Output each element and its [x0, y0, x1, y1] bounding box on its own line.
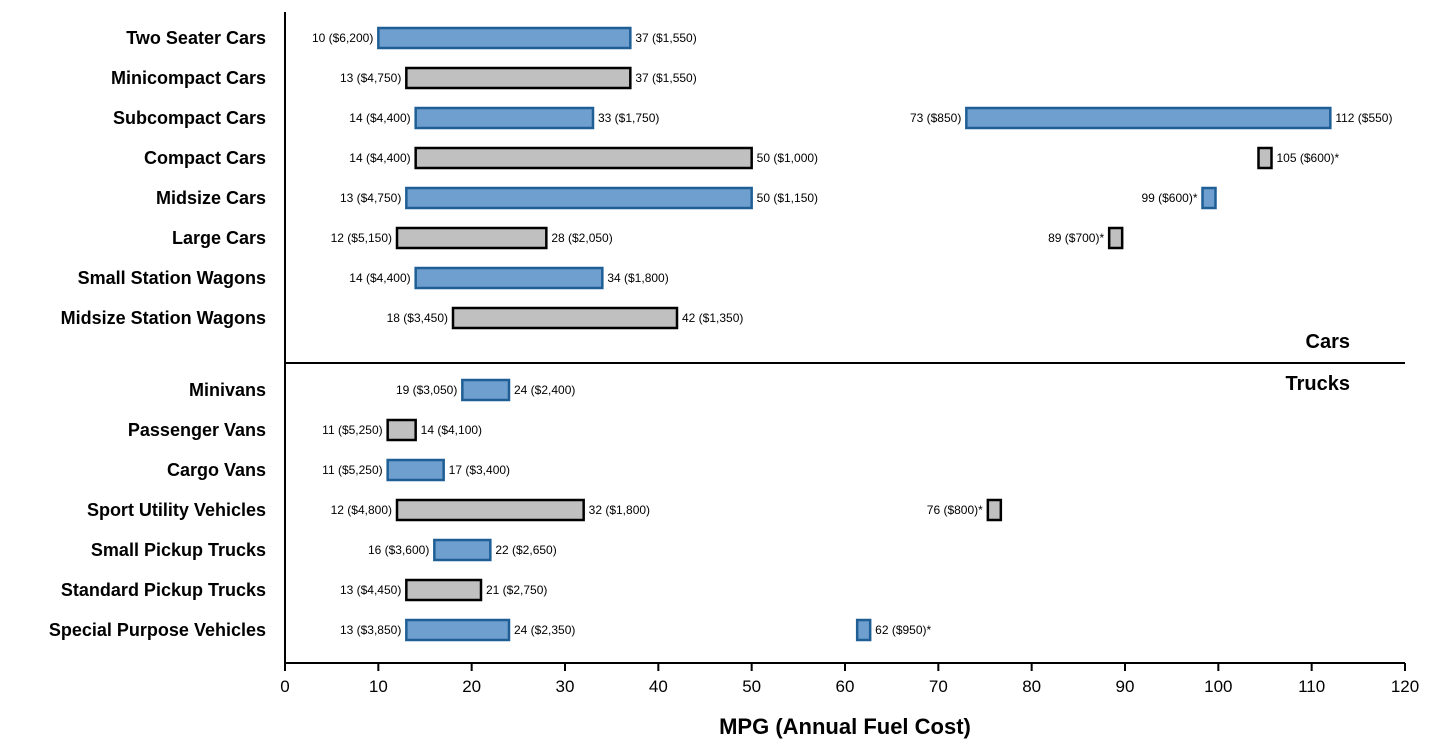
range-bar — [386, 458, 445, 482]
x-tick-label: 60 — [836, 677, 855, 696]
x-tick-label: 10 — [369, 677, 388, 696]
max-value-label: 17 ($3,400) — [449, 463, 510, 477]
category-label: Large Cars — [172, 228, 266, 248]
category-label: Minicompact Cars — [111, 68, 266, 88]
category-label: Small Station Wagons — [78, 268, 266, 288]
max-value-label: 32 ($1,800) — [589, 503, 650, 517]
range-bar — [405, 186, 753, 210]
max-value-label: 22 ($2,650) — [495, 543, 556, 557]
min-value-label: 12 ($4,800) — [331, 503, 392, 517]
range-bar — [965, 106, 1332, 130]
x-axis-title: MPG (Annual Fuel Cost) — [719, 714, 971, 739]
x-tick-label: 40 — [649, 677, 668, 696]
range-bar — [451, 306, 679, 330]
category-label: Small Pickup Trucks — [91, 540, 266, 560]
x-tick-label: 120 — [1391, 677, 1419, 696]
category-label: Standard Pickup Trucks — [61, 580, 266, 600]
min-value-label: 13 ($4,750) — [340, 71, 401, 85]
range-marker — [1201, 186, 1217, 210]
max-value-label: 37 ($1,550) — [635, 31, 696, 45]
range-bar — [405, 66, 632, 90]
category-label: Compact Cars — [144, 148, 266, 168]
category-label: Special Purpose Vehicles — [49, 620, 266, 640]
range-bar — [405, 578, 483, 602]
axes: 0 10 20 30 40 50 60 70 80 90 100 110 120 — [280, 12, 1419, 696]
range-bar — [395, 498, 585, 522]
min-value-label: 19 ($3,050) — [396, 383, 457, 397]
x-tick-label: 20 — [462, 677, 481, 696]
min-value-label: 14 ($4,400) — [349, 271, 410, 285]
range-marker — [855, 618, 872, 642]
max-value-label: 34 ($1,800) — [607, 271, 668, 285]
min-value-label: 14 ($4,400) — [349, 111, 410, 125]
min-value-label: 13 ($4,750) — [340, 191, 401, 205]
max-value-label: 28 ($2,050) — [551, 231, 612, 245]
max-value-label: 37 ($1,550) — [635, 71, 696, 85]
range-bar — [386, 418, 417, 442]
category-label: Subcompact Cars — [113, 108, 266, 128]
min-value-label: 13 ($3,850) — [340, 623, 401, 637]
max-value-label: 50 ($1,150) — [757, 191, 818, 205]
min-value-label: 11 ($5,250) — [322, 463, 383, 477]
max-value-label: 50 ($1,000) — [757, 151, 818, 165]
x-tick-label: 90 — [1116, 677, 1135, 696]
range-bar — [461, 378, 511, 402]
min-value-label: 16 ($3,600) — [368, 543, 429, 557]
range-bar — [377, 26, 632, 50]
category-label: Midsize Cars — [156, 188, 266, 208]
min-value-label: 99 ($600)* — [1141, 191, 1197, 205]
group-label-trucks: Trucks — [1286, 373, 1350, 395]
category-label: Sport Utility Vehicles — [87, 500, 266, 520]
min-value-label: 76 ($800)* — [927, 503, 983, 517]
min-value-label: 89 ($700)* — [1048, 231, 1104, 245]
min-value-label: 10 ($6,200) — [312, 31, 373, 45]
max-value-label: 21 ($2,750) — [486, 583, 547, 597]
min-value-label: 12 ($5,150) — [331, 231, 392, 245]
category-label: Two Seater Cars — [126, 28, 266, 48]
range-bar — [414, 266, 604, 290]
min-value-label: 18 ($3,450) — [387, 311, 448, 325]
max-value-label: 14 ($4,100) — [421, 423, 482, 437]
max-value-label: 24 ($2,350) — [514, 623, 575, 637]
range-bar — [395, 226, 548, 250]
labels: Cars Trucks Two Seater Cars 10 ($6,200) 37 (… — [49, 28, 1393, 640]
max-value-label: 24 ($2,400) — [514, 383, 575, 397]
category-label: Midsize Station Wagons — [61, 308, 266, 328]
range-bar — [433, 538, 492, 562]
max-value-label: 33 ($1,750) — [598, 111, 659, 125]
category-label: Cargo Vans — [167, 460, 266, 480]
range-bar — [414, 106, 595, 130]
min-value-label: 73 ($850) — [910, 111, 961, 125]
x-tick-label: 50 — [742, 677, 761, 696]
max-value-label: 62 ($950)* — [875, 623, 931, 637]
x-tick-label: 80 — [1022, 677, 1041, 696]
max-value-label: 42 ($1,350) — [682, 311, 743, 325]
range-marker — [1257, 146, 1273, 170]
max-value-label: 105 ($600)* — [1277, 151, 1340, 165]
bars — [377, 26, 1332, 642]
range-marker — [1107, 226, 1124, 250]
category-label: Passenger Vans — [128, 420, 266, 440]
x-tick-label: 0 — [280, 677, 289, 696]
x-tick-label: 100 — [1204, 677, 1232, 696]
category-label: Minivans — [189, 380, 266, 400]
min-value-label: 11 ($5,250) — [322, 423, 383, 437]
x-tick-label: 70 — [929, 677, 948, 696]
range-bar — [405, 618, 511, 642]
min-value-label: 14 ($4,400) — [349, 151, 410, 165]
x-tick-label: 30 — [556, 677, 575, 696]
x-tick-label: 110 — [1298, 677, 1325, 696]
max-value-label: 112 ($550) — [1335, 111, 1392, 125]
min-value-label: 13 ($4,450) — [340, 583, 401, 597]
group-label-cars: Cars — [1306, 331, 1350, 353]
range-bar — [414, 146, 753, 170]
range-marker — [986, 498, 1003, 522]
